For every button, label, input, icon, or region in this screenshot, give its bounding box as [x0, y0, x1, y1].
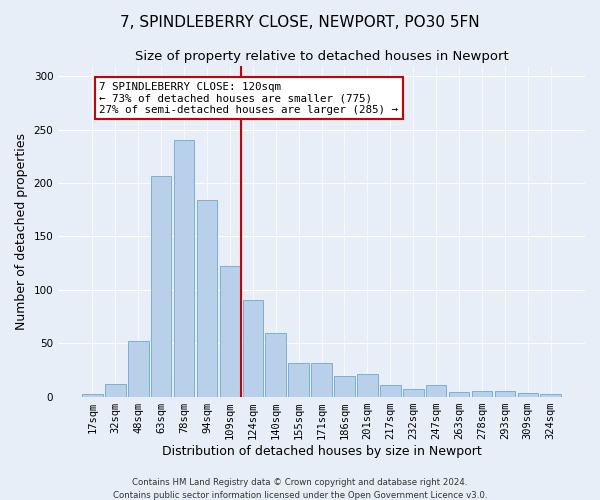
- Bar: [220, 266, 240, 396]
- Bar: [289, 364, 309, 396]
- Y-axis label: Number of detached properties: Number of detached properties: [15, 132, 28, 330]
- Bar: [403, 389, 424, 396]
- Bar: [174, 140, 194, 396]
- Bar: [311, 364, 332, 396]
- Bar: [449, 392, 469, 396]
- Bar: [380, 385, 401, 396]
- Bar: [357, 374, 378, 396]
- Title: Size of property relative to detached houses in Newport: Size of property relative to detached ho…: [135, 50, 508, 63]
- Bar: [128, 341, 149, 396]
- Bar: [197, 200, 217, 396]
- Text: 7 SPINDLEBERRY CLOSE: 120sqm
← 73% of detached houses are smaller (775)
27% of s: 7 SPINDLEBERRY CLOSE: 120sqm ← 73% of de…: [100, 82, 398, 115]
- X-axis label: Distribution of detached houses by size in Newport: Distribution of detached houses by size …: [162, 444, 481, 458]
- Text: 7, SPINDLEBERRY CLOSE, NEWPORT, PO30 5FN: 7, SPINDLEBERRY CLOSE, NEWPORT, PO30 5FN: [120, 15, 480, 30]
- Bar: [472, 391, 493, 396]
- Bar: [426, 385, 446, 396]
- Bar: [334, 376, 355, 396]
- Bar: [265, 332, 286, 396]
- Bar: [518, 394, 538, 396]
- Bar: [494, 391, 515, 396]
- Bar: [151, 176, 172, 396]
- Text: Contains HM Land Registry data © Crown copyright and database right 2024.
Contai: Contains HM Land Registry data © Crown c…: [113, 478, 487, 500]
- Bar: [82, 394, 103, 396]
- Bar: [242, 300, 263, 396]
- Bar: [541, 394, 561, 396]
- Bar: [105, 384, 125, 396]
